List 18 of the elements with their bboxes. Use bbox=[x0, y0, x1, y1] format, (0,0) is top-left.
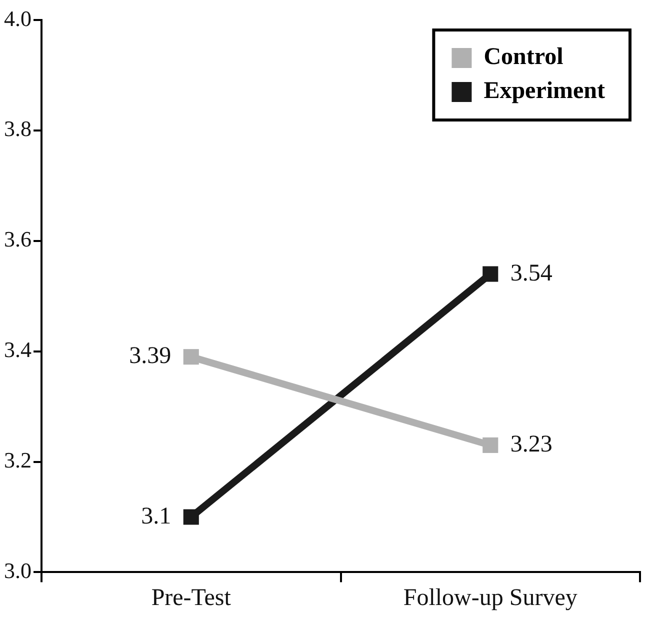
y-tick-label: 3.8 bbox=[4, 116, 32, 142]
y-tick-label: 3.0 bbox=[4, 558, 32, 583]
y-tick-label: 4.0 bbox=[4, 6, 32, 31]
data-label: 3.54 bbox=[510, 260, 552, 286]
data-label: 3.39 bbox=[129, 343, 172, 370]
legend-label: Control bbox=[484, 44, 564, 70]
x-tick-label: Follow-up Survey bbox=[403, 584, 578, 611]
y-tick-label: 3.2 bbox=[4, 448, 32, 473]
data-label: 3.23 bbox=[510, 431, 552, 458]
y-tick-label: 3.6 bbox=[4, 226, 32, 252]
point bbox=[482, 266, 498, 282]
data-label: 3.1 bbox=[141, 503, 172, 530]
legend-label: Experiment bbox=[484, 78, 606, 104]
x-tick-label: Pre-Test bbox=[151, 584, 232, 611]
point bbox=[183, 509, 199, 525]
point bbox=[183, 349, 199, 365]
point bbox=[482, 437, 498, 453]
y-tick-label: 3.4 bbox=[4, 337, 32, 362]
